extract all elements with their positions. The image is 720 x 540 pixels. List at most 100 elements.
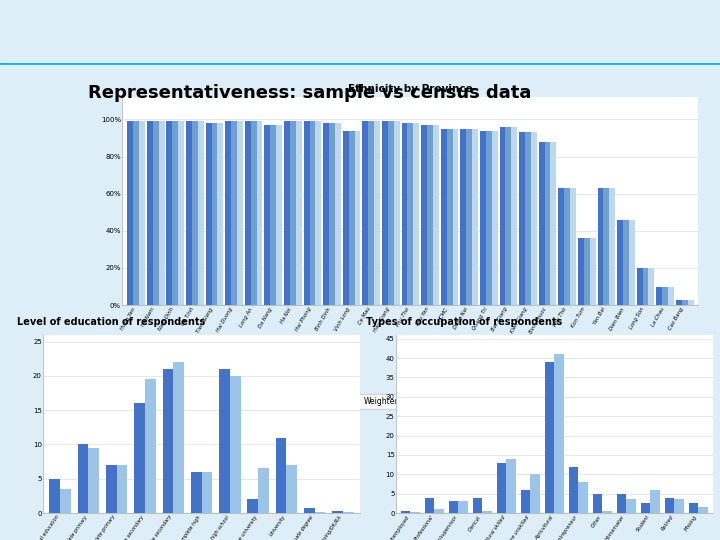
Bar [133, 122, 139, 305]
Bar [531, 132, 537, 305]
Bar [179, 122, 184, 305]
Bar [202, 472, 212, 513]
Bar [617, 494, 626, 513]
Bar [0, 64, 720, 65]
Bar [117, 465, 127, 513]
Bar [0, 64, 720, 65]
Bar [689, 503, 698, 513]
Bar [0, 64, 720, 65]
Bar [145, 379, 156, 513]
Bar [315, 511, 325, 513]
Bar [467, 129, 472, 305]
Bar [362, 122, 368, 305]
Bar [287, 465, 297, 513]
Bar [0, 64, 720, 65]
Bar [212, 123, 217, 305]
Bar [480, 131, 486, 305]
Bar [410, 512, 420, 513]
Bar [0, 64, 720, 65]
Bar [459, 501, 467, 513]
Bar [446, 129, 453, 305]
Bar [521, 490, 531, 513]
Bar [626, 500, 636, 513]
Bar [492, 131, 498, 305]
Bar [276, 437, 287, 513]
Bar [500, 127, 505, 305]
Bar [0, 64, 720, 65]
Bar [50, 479, 60, 513]
Bar [206, 123, 212, 305]
Bar [433, 125, 438, 305]
Bar [0, 64, 720, 65]
Bar [441, 129, 446, 305]
Bar [0, 64, 720, 65]
Bar [368, 122, 374, 305]
Bar [413, 123, 419, 305]
Bar [304, 508, 315, 513]
Bar [0, 64, 720, 65]
Bar [163, 369, 174, 513]
Bar [0, 64, 720, 65]
Bar [0, 64, 720, 65]
Bar [0, 64, 720, 65]
Bar [217, 123, 223, 305]
Bar [498, 463, 506, 513]
Bar [545, 362, 554, 513]
Bar [388, 122, 394, 305]
Bar [0, 64, 720, 65]
Bar [270, 125, 276, 305]
Bar [598, 188, 603, 305]
Bar [570, 188, 576, 305]
Bar [525, 132, 531, 305]
Bar [519, 132, 525, 305]
Bar [603, 188, 609, 305]
Bar [453, 129, 459, 305]
Bar [0, 64, 720, 65]
Bar [174, 362, 184, 513]
Bar [505, 127, 511, 305]
Bar [421, 125, 427, 305]
Bar [374, 122, 380, 305]
Bar [198, 122, 204, 305]
Bar [426, 497, 434, 513]
Bar [0, 64, 720, 65]
Bar [258, 468, 269, 513]
Bar [668, 287, 674, 305]
Bar [584, 238, 590, 305]
Bar [245, 122, 251, 305]
Bar [544, 141, 551, 305]
Bar [603, 511, 611, 513]
Bar [665, 497, 675, 513]
Bar [354, 131, 361, 305]
Bar [623, 220, 629, 305]
Bar [127, 122, 133, 305]
Bar [554, 354, 564, 513]
Bar [231, 122, 237, 305]
Bar [0, 64, 720, 65]
Bar [427, 125, 433, 305]
Bar [0, 64, 720, 65]
Bar [153, 122, 158, 305]
Bar [192, 122, 198, 305]
Bar [315, 122, 321, 305]
Bar [0, 64, 720, 65]
Bar [0, 64, 720, 65]
Bar [0, 64, 720, 65]
Bar [329, 123, 335, 305]
Bar [401, 511, 410, 513]
Bar [0, 64, 720, 65]
Bar [570, 467, 578, 513]
Bar [225, 122, 231, 305]
Bar [284, 122, 290, 305]
Bar [698, 507, 708, 513]
Bar [564, 188, 570, 305]
Bar [186, 122, 192, 305]
Bar [460, 129, 467, 305]
Bar [219, 369, 230, 513]
Bar [264, 125, 270, 305]
Bar [0, 64, 720, 65]
Bar [348, 131, 354, 305]
Bar [296, 122, 302, 305]
Bar [675, 500, 683, 513]
Bar [650, 490, 660, 513]
